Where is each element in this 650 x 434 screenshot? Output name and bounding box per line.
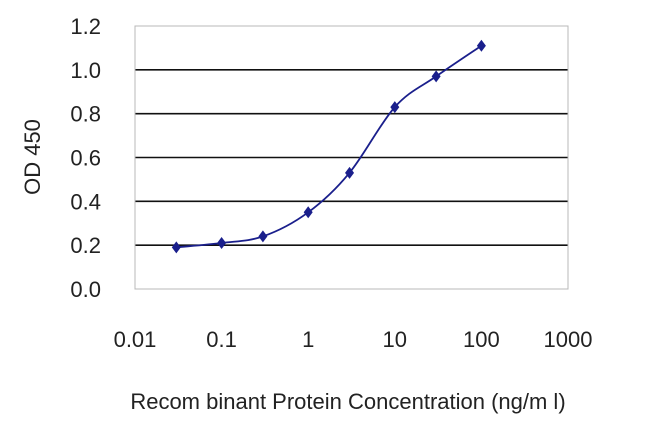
data-point [258,230,268,243]
y-tick-label: 1.0 [70,58,101,83]
y-axis-ticks: 0.0 0.2 0.4 0.6 0.8 1.0 1.2 [70,14,101,302]
y-axis-title: OD 450 [20,119,45,195]
x-tick-label: 100 [463,327,500,352]
x-tick-label: 10 [383,327,407,352]
x-tick-label: 0.1 [206,327,237,352]
data-point [217,236,227,249]
data-point [431,70,441,83]
plot-frame [134,25,569,290]
x-tick-label: 0.01 [114,327,157,352]
data-series [171,39,486,254]
data-point [390,101,400,114]
x-axis-ticks: 0.01 0.1 1 10 100 1000 [114,327,593,352]
data-point [303,206,313,219]
x-tick-label: 1 [302,327,314,352]
y-tick-label: 0.0 [70,277,101,302]
series-line [176,44,482,249]
x-axis-title: Recom binant Protein Concentration (ng/m… [130,389,565,414]
x-tick-label: 1000 [544,327,593,352]
y-tick-label: 0.8 [70,102,101,127]
y-tick-label: 1.2 [70,14,101,39]
y-tick-label: 0.4 [70,189,101,214]
data-point [171,241,181,254]
data-point [345,166,355,179]
data-point [476,39,486,52]
y-tick-label: 0.6 [70,146,101,171]
y-tick-label: 0.2 [70,233,101,258]
